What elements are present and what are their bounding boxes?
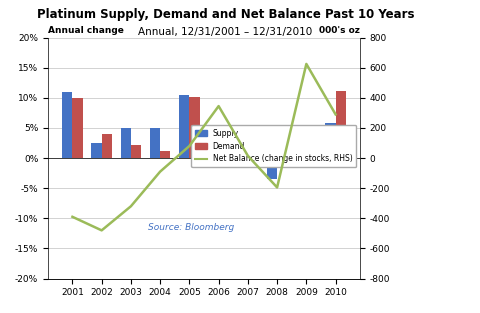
Text: 000's oz: 000's oz [319,26,360,35]
Text: Source: Bloomberg: Source: Bloomberg [148,223,234,232]
Bar [120,128,131,158]
Legend: Supply, Demand, Net Balance (change in stocks, RHS): Supply, Demand, Net Balance (change in s… [191,125,356,167]
Bar [325,123,336,158]
Bar [277,158,288,163]
Bar [62,92,72,158]
Text: Annual, 12/31/2001 – 12/31/2010: Annual, 12/31/2001 – 12/31/2010 [138,27,313,37]
Bar [102,134,112,158]
Bar [336,90,346,158]
Bar [238,155,248,158]
Bar [72,98,83,158]
Bar [150,128,160,158]
Text: Platinum Supply, Demand and Net Balance Past 10 Years: Platinum Supply, Demand and Net Balance … [37,8,414,21]
Bar [91,143,102,158]
Bar [248,128,258,158]
Bar [267,158,277,179]
Text: Annual change: Annual change [48,26,124,35]
Bar [131,145,141,158]
Bar [218,158,229,161]
Bar [160,151,170,158]
Bar [190,97,200,158]
Bar [296,158,306,161]
Bar [208,133,218,158]
Bar [306,157,317,158]
Bar [179,95,190,158]
